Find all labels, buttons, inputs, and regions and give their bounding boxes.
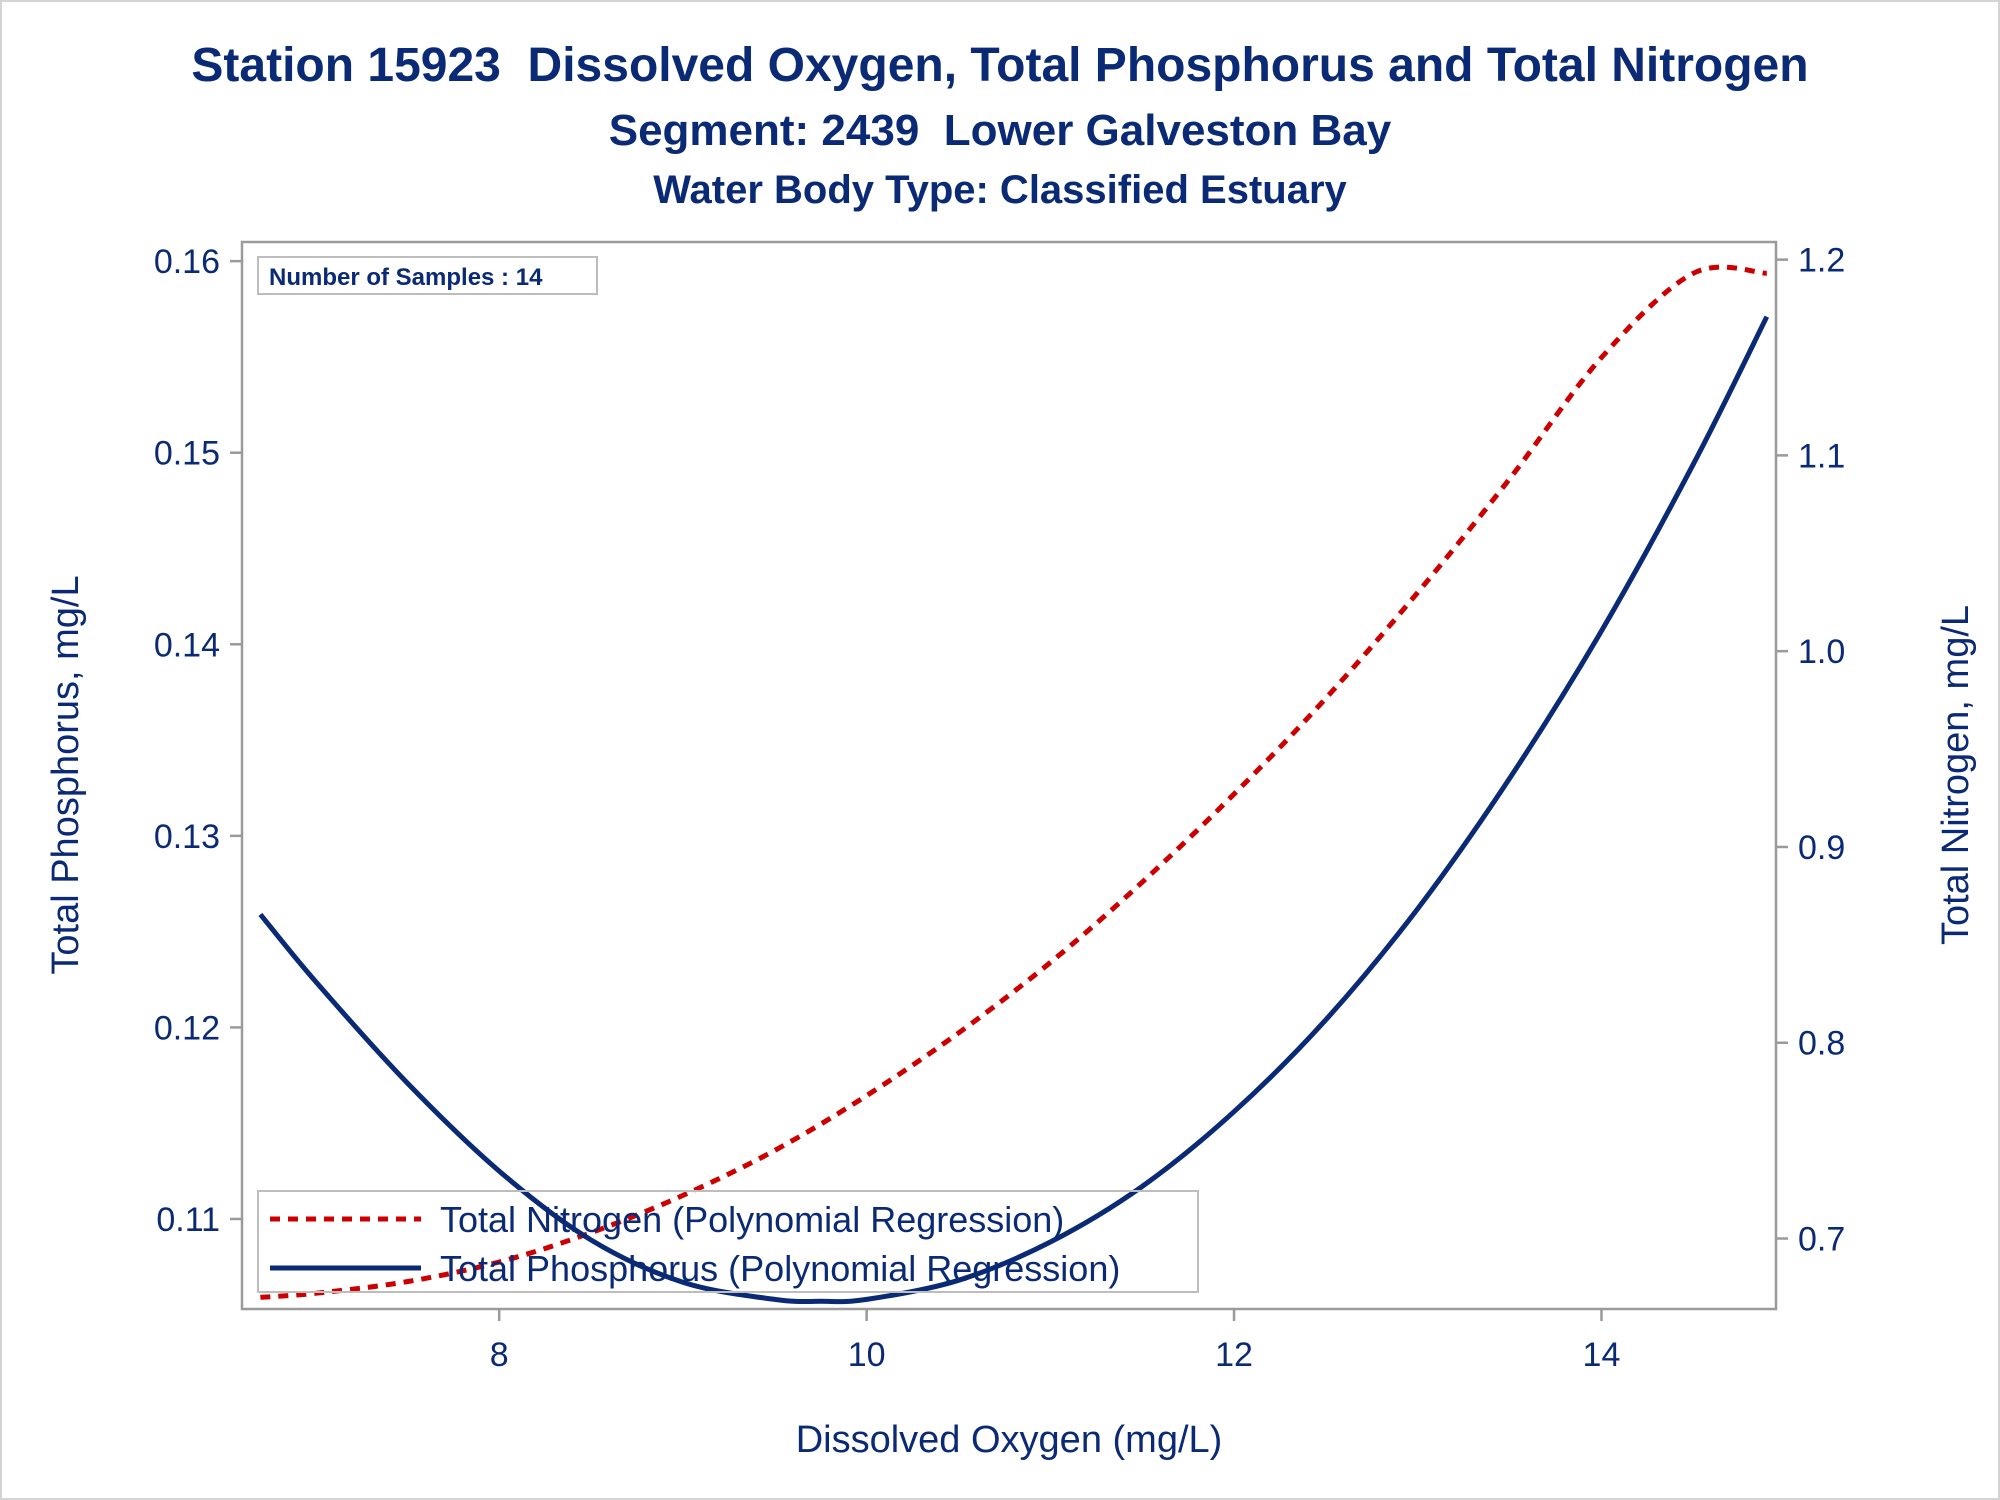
x-tick-label: 8	[490, 1336, 509, 1374]
y2-tick-label: 1.0	[1798, 633, 1845, 671]
y2-tick-label: 0.9	[1798, 829, 1845, 867]
legend-frame	[257, 1190, 1199, 1293]
axes: 8 10 12 14 0.11 0.12 0.13 0.14 0.15 0.16 0.7 0.8 0.9…	[154, 242, 1845, 1374]
chart-subtitle-segment: Segment: 2439 Lower Galveston Bay	[608, 106, 1392, 155]
chart-title: Station 15923 Dissolved Oxygen, Total Ph…	[191, 39, 1809, 92]
y2-tick-label: 0.8	[1798, 1025, 1845, 1063]
series-line-nitrogen	[260, 264, 1768, 1300]
y-tick-label: 0.12	[154, 1009, 220, 1047]
y-tick-label: 0.14	[154, 626, 220, 664]
legend-label-nitrogen: Total Nitrogen (Polynomial Regression)	[440, 1199, 1064, 1240]
sample-count-frame	[257, 256, 598, 295]
x-axis-label: Dissolved Oxygen (mg/L)	[796, 1419, 1223, 1461]
x-tick-label: 10	[848, 1336, 886, 1374]
y-tick-label: 0.13	[154, 818, 220, 856]
legend-label-phosphorus: Total Phosphorus (Polynomial Regression)	[440, 1248, 1120, 1289]
y-tick-label: 0.15	[154, 435, 220, 473]
y2-tick-label: 0.7	[1798, 1221, 1845, 1259]
y2-axis-label: Total Nitrogen, mg/L	[1935, 605, 1977, 945]
y-tick-label: 0.16	[154, 243, 220, 281]
series-line-phosphorus	[258, 315, 1770, 1305]
y-axis-label: Total Phosphorus, mg/L	[45, 575, 87, 974]
y-tick-label: 0.11	[156, 1201, 220, 1239]
y2-tick-label: 1.1	[1798, 437, 1845, 475]
y2-tick-label: 1.2	[1798, 242, 1845, 280]
x-tick-label: 12	[1215, 1336, 1253, 1374]
legend: Total Nitrogen (Polynomial Regression) T…	[257, 1190, 1199, 1293]
sample-count-box: Number of Samples : 14	[257, 256, 598, 295]
chart-subtitle-waterbody: Water Body Type: Classified Estuary	[653, 168, 1347, 212]
x-tick-label: 14	[1583, 1336, 1621, 1374]
plot-area	[240, 240, 1778, 1311]
series-layer	[258, 264, 1770, 1305]
sample-count-text: Number of Samples : 14	[269, 264, 543, 291]
